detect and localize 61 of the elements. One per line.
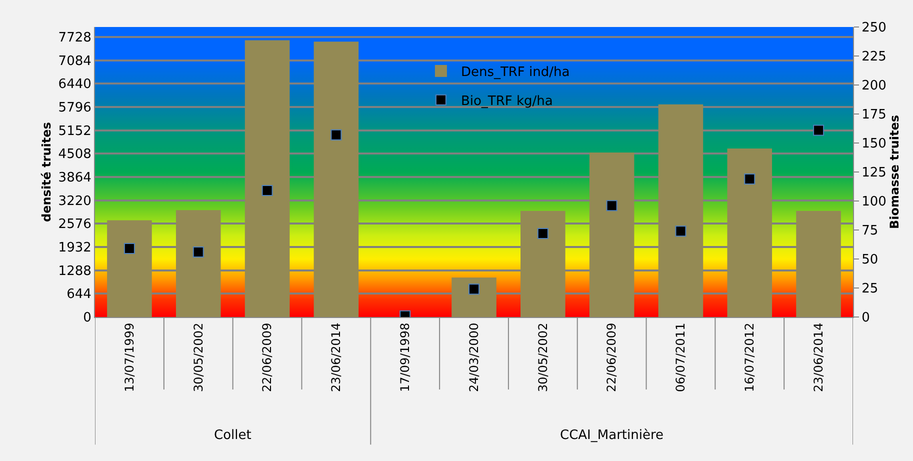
y-tick-label: 0: [83, 310, 92, 326]
legend-label: Bio_TRF kg/ha: [460, 94, 553, 109]
y2-tick-label: 225: [862, 50, 886, 65]
y-tick-label: 7084: [58, 54, 92, 69]
x-tick-label: 16/07/2012: [742, 322, 757, 392]
y2-tick-label: 250: [862, 20, 886, 36]
y2-tick-label: 25: [862, 282, 878, 297]
bar: [727, 148, 772, 317]
y2-axis-title: Biomasse truites: [887, 114, 902, 230]
point: [262, 185, 273, 196]
text: CCAI_Martinière: [560, 428, 664, 443]
y-tick-label: 7728: [58, 30, 92, 46]
y2-tick-label: 150: [862, 136, 886, 152]
point: [468, 284, 480, 295]
y2-tick-label: 200: [862, 78, 886, 94]
x-tick-label: 22/06/2009: [604, 322, 619, 392]
x-tick-label: 13/07/1999: [122, 322, 136, 392]
bar: [176, 210, 221, 317]
bar: [589, 152, 634, 317]
y-tick-label: 5152: [58, 124, 92, 139]
x-tick-label: 30/05/2002: [536, 322, 550, 392]
y2-tick-label: 100: [862, 194, 886, 210]
y-tick-label: 1288: [58, 264, 92, 279]
y-tick-label: 4508: [58, 147, 92, 162]
bar: [658, 104, 704, 317]
bar: [107, 220, 152, 317]
y-tick-label: 3220: [58, 194, 92, 209]
legend-label: Dens_TRF ind/ha: [460, 65, 570, 80]
point: [124, 243, 135, 254]
bar: [314, 42, 359, 317]
y-tick-label: 1932: [58, 240, 92, 256]
point: [744, 173, 756, 184]
y2-tick-label: 75: [862, 224, 878, 239]
point: [813, 124, 824, 136]
bar: [452, 278, 496, 317]
x-tick-label: 06/07/2011: [674, 322, 688, 392]
x-tick-label: 30/05/2002: [191, 322, 206, 392]
point: [675, 226, 686, 237]
x-tick-label: 22/06/2009: [260, 322, 274, 392]
point: [192, 246, 204, 258]
y-tick-label: 6440: [58, 77, 92, 92]
y-tick-label: 2576: [58, 217, 92, 232]
bar: [244, 40, 290, 317]
y2-tick-label: 0: [862, 310, 870, 326]
bar: [520, 210, 566, 317]
point: [606, 200, 618, 212]
x-tick-label: 24/03/2000: [466, 322, 481, 392]
x-tick-label: 17/09/1998: [398, 322, 412, 392]
text: Collet: [214, 428, 252, 443]
y2-tick-label: 175: [862, 108, 886, 123]
x-tick-label: 23/06/2014: [329, 322, 344, 392]
y-axis-title: densité truites: [40, 122, 54, 222]
y2-tick-label: 50: [862, 252, 878, 268]
bar: [796, 210, 841, 317]
point: [537, 228, 548, 239]
point: [330, 129, 342, 140]
y-tick-label: 3864: [58, 170, 92, 186]
y-tick-label: 5796: [58, 100, 92, 116]
x-tick-label: 23/06/2014: [811, 322, 826, 392]
y-tick-label: 644: [66, 287, 92, 302]
y2-tick-label: 125: [862, 166, 886, 181]
